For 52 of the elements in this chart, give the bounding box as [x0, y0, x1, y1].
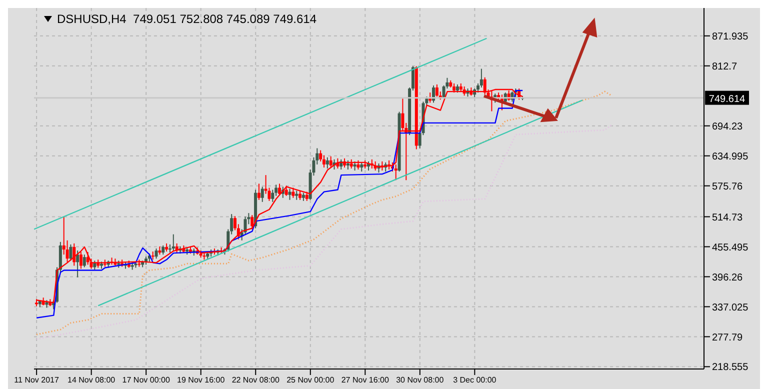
chart-title: DSHUSD,H4 749.051 752.808 745.089 749.614: [57, 12, 317, 26]
x-tick-label: 27 Nov 16:00: [341, 376, 390, 385]
candlestick: [154, 248, 158, 260]
candlestick: [69, 244, 72, 262]
y-tick-label: 277.79: [712, 332, 744, 344]
candlestick: [292, 187, 295, 198]
candlestick: [260, 186, 264, 202]
candlestick: [346, 160, 350, 170]
candlestick: [322, 154, 326, 168]
line-series: [36, 90, 612, 336]
candlestick: [162, 244, 165, 256]
candlestick: [278, 183, 281, 196]
candlestick: [257, 183, 260, 200]
y-tick-label: 871.935: [712, 31, 749, 42]
y-tick-label: 455.495: [712, 242, 749, 254]
candlestick: [79, 252, 82, 270]
x-tick-label: 22 Nov 08:00: [232, 376, 280, 385]
x-tick-label: 11 Nov 2017: [14, 376, 60, 385]
candlestick: [326, 156, 329, 169]
y-tick-label: 634.995: [712, 151, 749, 162]
x-tick-label: 25 Nov 00:00: [286, 376, 335, 385]
y-tick-label: 218.555: [712, 362, 749, 374]
x-tick-label: 17 Nov 00:00: [122, 376, 170, 385]
x-tick-label: 30 Nov 08:00: [396, 376, 444, 385]
candlestick: [329, 156, 332, 168]
candlestick: [295, 190, 298, 200]
candlestick: [288, 188, 292, 200]
y-tick-label: 396.26: [712, 272, 744, 284]
candlestick: [284, 185, 288, 196]
y-tick-label: 575.76: [712, 181, 744, 192]
candlestick: [428, 92, 432, 104]
candlestick: [394, 164, 398, 181]
y-tick-label: 694.23: [712, 121, 744, 132]
x-tick-label: 14 Nov 08:00: [68, 376, 116, 385]
candlestick: [356, 160, 360, 170]
candlestick: [76, 250, 80, 278]
candlestick: [298, 190, 302, 200]
candlestick: [305, 191, 308, 202]
y-tick-label: 337.025: [712, 302, 749, 314]
candlestick: [172, 234, 175, 252]
candlestick: [250, 214, 254, 230]
x-tick-label: 3 Dec 00:00: [453, 376, 497, 385]
x-tick-label: 19 Nov 16:00: [177, 376, 226, 385]
candlestick: [360, 162, 364, 172]
candlestick: [353, 160, 356, 172]
candlestick: [82, 254, 86, 268]
line-series: [36, 124, 612, 340]
y-tick-label: 812.7: [712, 61, 738, 72]
ref-line-label: 749.614: [708, 94, 746, 105]
candlestick: [350, 158, 353, 169]
candlestick: [435, 84, 438, 98]
y-tick-label: 514.73: [712, 212, 744, 224]
